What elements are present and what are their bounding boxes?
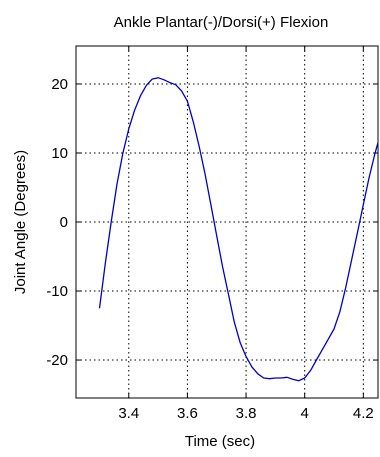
y-tick-label: -20 [46, 352, 68, 369]
grid-lines [76, 46, 378, 398]
y-tick-label: -10 [46, 283, 68, 300]
y-tick-label: 0 [60, 214, 68, 231]
x-axis-label: Time (sec) [185, 433, 255, 450]
y-tick-label: 20 [51, 76, 68, 93]
series-line-ankle-angle [98, 77, 379, 382]
axis-ticks [76, 46, 378, 398]
chart-title: Ankle Plantar(-)/Dorsi(+) Flexion [114, 14, 329, 31]
y-axis-label: Joint Angle (Degrees) [12, 150, 29, 294]
x-tick-label: 3.4 [118, 405, 139, 422]
x-tick-label: 4.2 [353, 405, 374, 422]
x-axis-tick-labels: 3.4 3.6 3.8 4 4.2 [118, 405, 373, 422]
y-axis-tick-labels: -20 -10 0 10 20 [46, 76, 68, 369]
x-tick-label: 3.6 [177, 405, 198, 422]
x-tick-label: 3.8 [236, 405, 257, 422]
x-tick-label: 4 [301, 405, 309, 422]
y-tick-label: 10 [51, 145, 68, 162]
